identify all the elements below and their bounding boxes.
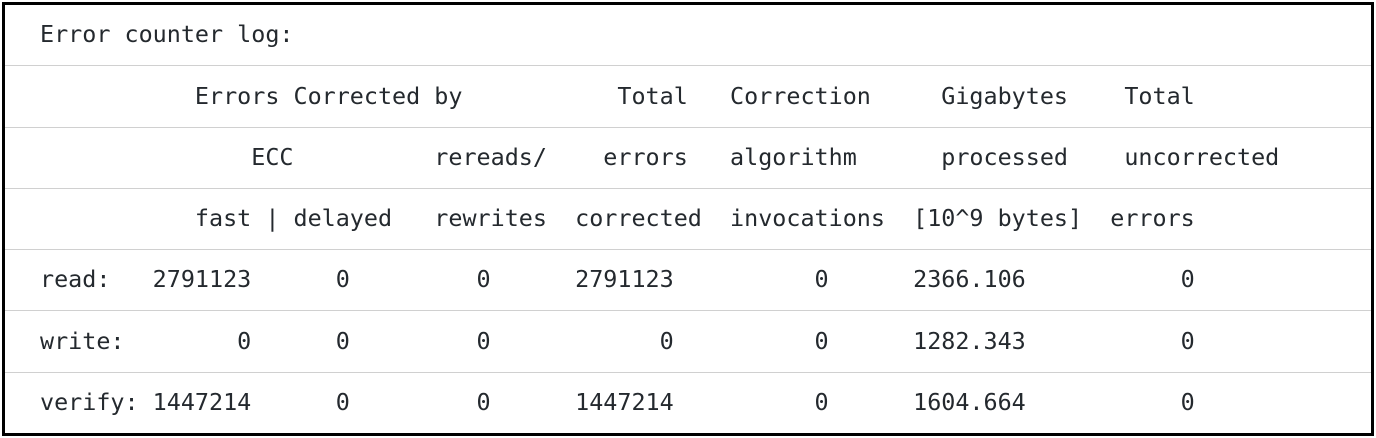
header-groups-text: Errors Corrected by Total Correction Gig…: [40, 81, 1195, 110]
log-row-write: write: 0 0 0 0 0 1282.343 0: [5, 310, 1371, 371]
header-sub-text: fast | delayed rewrites corrected invoca…: [40, 204, 1195, 233]
write-row-text: write: 0 0 0 0 0 1282.343 0: [40, 326, 1195, 355]
log-row-header-groups: Errors Corrected by Total Correction Gig…: [5, 65, 1371, 126]
verify-row-text: verify: 1447214 0 0 1447214 0 1604.664 0: [40, 387, 1195, 416]
log-row-verify: verify: 1447214 0 0 1447214 0 1604.664 0: [5, 371, 1371, 433]
log-row-title: Error counter log:: [5, 5, 1371, 65]
read-row-text: read: 2791123 0 0 2791123 0 2366.106 0: [40, 265, 1195, 294]
log-title: Error counter log:: [40, 20, 294, 49]
log-row-header-sub: fast | delayed rewrites corrected invoca…: [5, 187, 1371, 249]
log-row-read: read: 2791123 0 0 2791123 0 2366.106 0: [5, 249, 1371, 310]
log-row-header-mid: ECC rereads/ errors algorithm processed …: [5, 126, 1371, 188]
header-mid-text: ECC rereads/ errors algorithm processed …: [40, 142, 1280, 171]
